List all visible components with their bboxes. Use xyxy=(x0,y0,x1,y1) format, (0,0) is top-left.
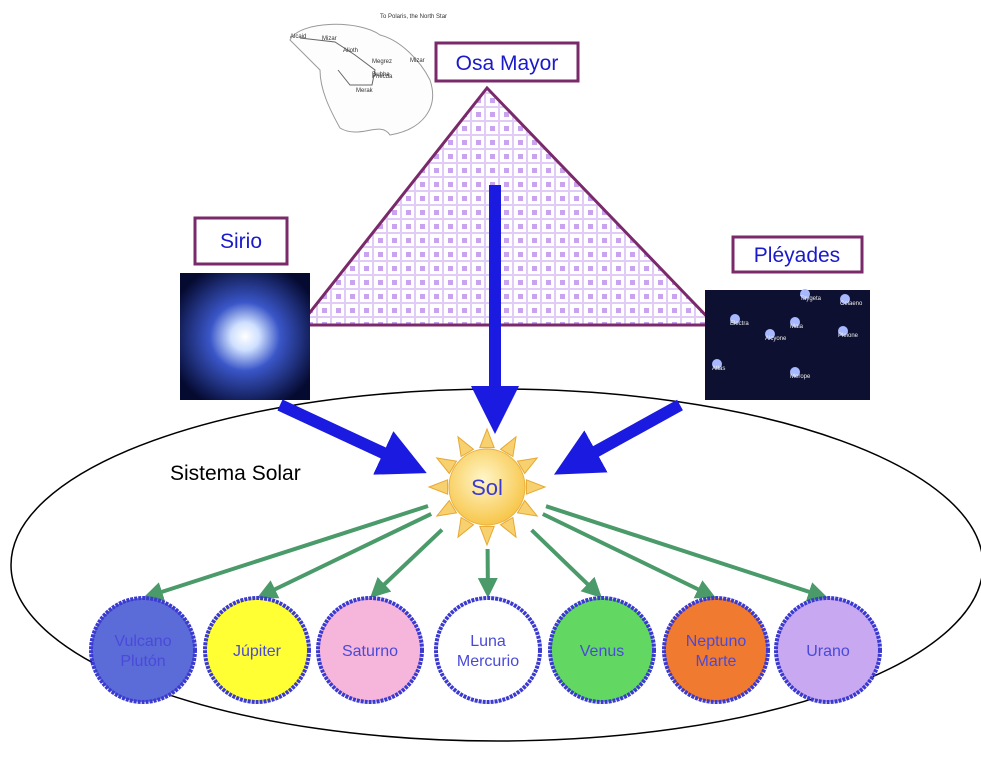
sun: Sol xyxy=(429,429,545,545)
planet xyxy=(664,598,768,702)
sun-label: Sol xyxy=(471,475,503,500)
sirius-image xyxy=(180,273,310,400)
solar-system-label: Sistema Solar xyxy=(170,462,301,485)
planets: Vulcano Plutón Júpiter Saturno Luna Mercurio V… xyxy=(91,598,880,702)
star-label: Alioth xyxy=(343,48,358,54)
planet-label: Mercurio xyxy=(457,653,519,670)
star-label: Atlas xyxy=(712,366,725,372)
star-label: Mizar xyxy=(322,36,337,42)
planet xyxy=(436,598,540,702)
star-label: Megrez xyxy=(372,59,392,65)
star-label: Alcaid xyxy=(290,34,306,40)
planet-label: Neptuno xyxy=(686,633,747,650)
green-arrow xyxy=(376,530,442,593)
planet-label: Plutón xyxy=(120,653,165,670)
osa-mayor-label: Osa Mayor xyxy=(456,52,559,75)
pleyades-box: Pléyades xyxy=(733,237,862,272)
star-label: Taygeta xyxy=(800,296,822,302)
pleiades-image: Alcyone Atlas Electra Maia Merope Taygeta Plei… xyxy=(705,289,870,400)
star-label: Electra xyxy=(730,321,749,327)
sirio-label: Sirio xyxy=(220,230,262,253)
sun-ray xyxy=(526,480,545,494)
star-label: Celaeno xyxy=(840,301,863,307)
sun-ray xyxy=(480,526,494,545)
green-arrow xyxy=(532,530,597,592)
planet-label: Venus xyxy=(580,643,624,660)
star-label: Dubhe xyxy=(372,72,390,78)
green-arrow xyxy=(543,514,709,595)
star-label: Alcyone xyxy=(765,336,787,342)
star-label: Merope xyxy=(790,374,811,380)
planet xyxy=(91,598,195,702)
star-label: Merak xyxy=(356,88,374,94)
planet-label: Vulcano xyxy=(114,633,171,650)
star-label: Pleione xyxy=(838,333,859,339)
planet-label: Marte xyxy=(696,653,737,670)
diagram: Sistema Solar AlcaidMizarAliothMegrezPhe… xyxy=(0,0,981,758)
planet-label: Saturno xyxy=(342,643,398,660)
sun-ray xyxy=(480,429,494,448)
planet-label: Luna xyxy=(470,633,506,650)
sun-ray xyxy=(429,480,448,494)
star-label: Maia xyxy=(790,324,804,330)
sirio-box: Sirio xyxy=(195,218,287,264)
osa-mayor-box: Osa Mayor xyxy=(436,43,578,81)
pleyades-label: Pléyades xyxy=(754,244,840,267)
green-arrow xyxy=(264,514,431,595)
star-label: Mizar xyxy=(410,58,425,64)
star-label: To Polaris, the North Star xyxy=(380,14,447,20)
planet-label: Júpiter xyxy=(233,643,282,660)
planet-label: Urano xyxy=(806,643,850,660)
